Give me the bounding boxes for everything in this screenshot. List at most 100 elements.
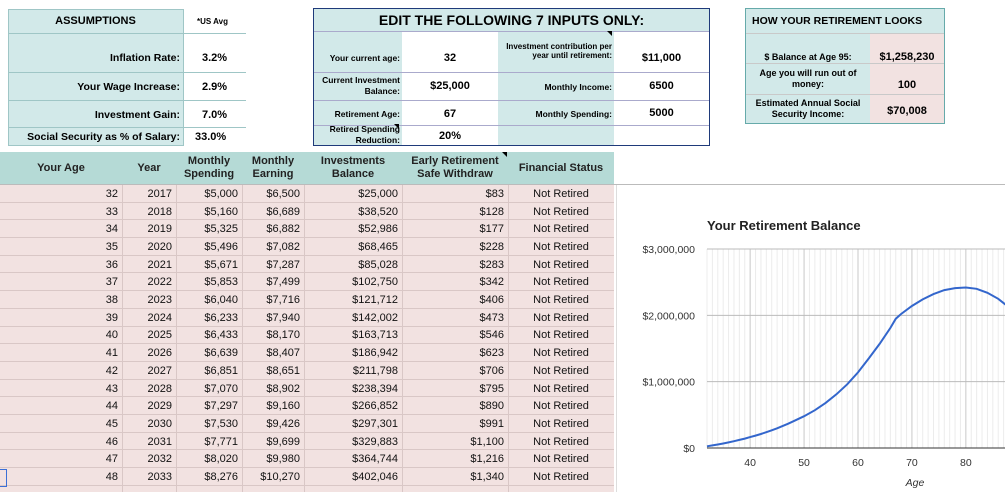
table-cell[interactable]: $128 — [479, 205, 504, 218]
table-cell[interactable]: $6,689 — [266, 205, 300, 218]
current-balance-input[interactable]: $25,000 — [430, 79, 470, 92]
table-cell[interactable]: Not Retired — [533, 294, 589, 307]
table-cell[interactable]: $186,942 — [352, 347, 398, 360]
table-cell[interactable]: 2032 — [147, 453, 172, 466]
wage-increase-value[interactable]: 2.9% — [202, 80, 228, 93]
table-cell[interactable]: 32 — [105, 187, 118, 200]
table-cell[interactable]: $211,798 — [352, 364, 398, 377]
table-cell[interactable]: 37 — [105, 276, 118, 289]
table-cell[interactable]: $52,986 — [358, 223, 398, 236]
table-cell[interactable]: $6,233 — [204, 311, 238, 324]
table-cell[interactable]: $991 — [479, 417, 504, 430]
table-cell[interactable]: $83 — [485, 187, 504, 200]
table-cell[interactable]: $8,651 — [266, 364, 300, 377]
table-cell[interactable]: $10,270 — [260, 471, 300, 484]
table-cell[interactable]: 2033 — [147, 471, 172, 484]
table-cell[interactable]: $297,301 — [352, 417, 398, 430]
table-cell[interactable]: $1,340 — [470, 471, 504, 484]
table-cell[interactable]: $142,002 — [352, 311, 398, 324]
table-cell[interactable]: $238,394 — [352, 382, 398, 395]
monthly-income-input[interactable]: 6500 — [649, 79, 674, 92]
table-cell[interactable]: $68,465 — [358, 240, 398, 253]
table-cell[interactable]: $38,520 — [358, 205, 398, 218]
table-cell[interactable]: 2019 — [147, 223, 172, 236]
table-cell[interactable]: 2020 — [147, 240, 172, 253]
table-cell[interactable]: $546 — [479, 329, 504, 342]
table-cell[interactable]: $706 — [479, 364, 504, 377]
table-cell[interactable]: Not Retired — [533, 417, 589, 430]
table-cell[interactable]: $9,699 — [266, 435, 300, 448]
table-cell[interactable]: $9,160 — [266, 400, 300, 413]
table-cell[interactable]: $329,883 — [352, 435, 398, 448]
table-cell[interactable]: $7,297 — [204, 400, 238, 413]
table-cell[interactable]: $623 — [479, 347, 504, 360]
table-cell[interactable]: Not Retired — [533, 435, 589, 448]
table-cell[interactable]: $890 — [479, 400, 504, 413]
table-cell[interactable]: $177 — [479, 223, 504, 236]
table-cell[interactable]: Not Retired — [533, 347, 589, 360]
table-cell[interactable]: 2018 — [147, 205, 172, 218]
table-cell[interactable]: Not Retired — [533, 258, 589, 271]
table-cell[interactable]: $9,980 — [266, 453, 300, 466]
table-cell[interactable]: $8,902 — [266, 382, 300, 395]
table-cell[interactable]: $402,046 — [352, 471, 398, 484]
table-cell[interactable]: 46 — [105, 435, 118, 448]
table-cell[interactable]: $6,639 — [204, 347, 238, 360]
table-cell[interactable]: 2030 — [147, 417, 172, 430]
table-cell[interactable]: 38 — [105, 294, 118, 307]
table-cell[interactable]: $283 — [479, 258, 504, 271]
table-cell[interactable]: $5,853 — [204, 276, 238, 289]
table-cell[interactable]: 41 — [105, 347, 118, 360]
table-cell[interactable]: 2026 — [147, 347, 172, 360]
table-cell[interactable]: $7,716 — [266, 294, 300, 307]
table-cell[interactable]: 2023 — [147, 294, 172, 307]
table-cell[interactable]: Not Retired — [533, 205, 589, 218]
table-cell[interactable]: $7,530 — [204, 417, 238, 430]
table-cell[interactable]: 35 — [105, 240, 118, 253]
table-cell[interactable]: 42 — [105, 364, 118, 377]
table-cell[interactable]: $6,851 — [204, 364, 238, 377]
table-cell[interactable]: $1,100 — [470, 435, 504, 448]
table-cell[interactable]: Not Retired — [533, 329, 589, 342]
table-cell[interactable]: 2025 — [147, 329, 172, 342]
table-cell[interactable]: Not Retired — [533, 453, 589, 466]
table-cell[interactable]: 2027 — [147, 364, 172, 377]
table-cell[interactable]: $5,160 — [204, 205, 238, 218]
table-cell[interactable]: $8,407 — [266, 347, 300, 360]
table-cell[interactable]: 33 — [105, 205, 118, 218]
table-cell[interactable]: 2029 — [147, 400, 172, 413]
table-cell[interactable]: 34 — [105, 223, 118, 236]
table-cell[interactable]: $8,020 — [204, 453, 238, 466]
table-cell[interactable]: $5,671 — [204, 258, 238, 271]
table-cell[interactable]: 2028 — [147, 382, 172, 395]
table-cell[interactable]: 2017 — [147, 187, 172, 200]
table-cell[interactable]: $1,216 — [470, 453, 504, 466]
table-cell[interactable]: $9,426 — [266, 417, 300, 430]
table-cell[interactable]: Not Retired — [533, 364, 589, 377]
table-cell[interactable]: $7,070 — [204, 382, 238, 395]
table-cell[interactable]: Not Retired — [533, 223, 589, 236]
table-cell[interactable]: 45 — [105, 417, 118, 430]
table-cell[interactable]: $266,852 — [352, 400, 398, 413]
spending-reduction-input[interactable]: 20% — [438, 130, 462, 142]
table-cell[interactable]: Not Retired — [533, 400, 589, 413]
table-cell[interactable]: $5,496 — [204, 240, 238, 253]
table-cell[interactable]: 36 — [105, 258, 118, 271]
investment-gain-value[interactable]: 7.0% — [202, 108, 228, 121]
table-cell[interactable]: $7,771 — [204, 435, 238, 448]
inflation-rate-value[interactable]: 3.2% — [202, 51, 228, 64]
table-cell[interactable]: $102,750 — [352, 276, 398, 289]
table-cell[interactable]: $7,940 — [266, 311, 300, 324]
table-cell[interactable]: $473 — [479, 311, 504, 324]
table-cell[interactable]: $342 — [479, 276, 504, 289]
table-cell[interactable]: $7,287 — [266, 258, 300, 271]
retirement-age-input[interactable]: 67 — [443, 107, 457, 120]
table-cell[interactable]: $6,882 — [266, 223, 300, 236]
table-cell[interactable]: Not Retired — [533, 471, 589, 484]
table-cell[interactable]: $163,713 — [352, 329, 398, 342]
table-cell[interactable]: $795 — [479, 382, 504, 395]
contribution-input[interactable]: $11,000 — [641, 51, 682, 64]
table-cell[interactable]: 48 — [105, 471, 118, 484]
table-cell[interactable]: 40 — [105, 329, 118, 342]
table-cell[interactable]: $85,028 — [358, 258, 398, 271]
